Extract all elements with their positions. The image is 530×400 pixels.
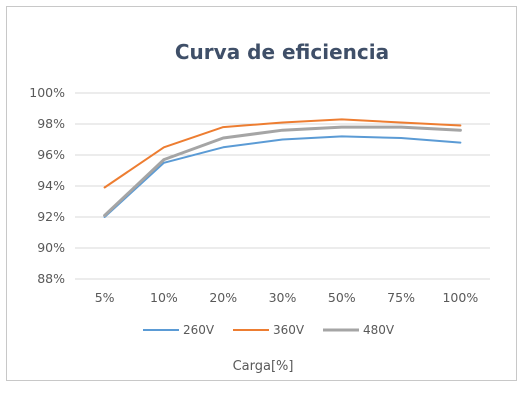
x-tick-label: 20% xyxy=(209,290,237,305)
legend-label-480V: 480V xyxy=(363,323,395,337)
y-tick-label: 92% xyxy=(37,209,65,224)
y-tick-label: 100% xyxy=(29,85,65,100)
y-tick-label: 90% xyxy=(37,240,65,255)
x-axis-ticks: 5% 10% 20% 30% 50% 75% 100% xyxy=(95,290,479,305)
series-line-360V xyxy=(103,118,462,189)
legend-label-360V: 360V xyxy=(273,323,305,337)
chart-title: Curva de eficiencia xyxy=(175,40,389,64)
y-tick-label: 98% xyxy=(37,116,65,131)
y-tick-label: 96% xyxy=(37,147,65,162)
y-axis-ticks: 88% 90% 92% 94% 96% 98% 100% xyxy=(29,85,65,286)
y-tick-label: 94% xyxy=(37,178,65,193)
x-tick-label: 5% xyxy=(95,290,115,305)
legend-label-260V: 260V xyxy=(183,323,215,337)
x-axis-label: Carga[%] xyxy=(233,359,294,374)
x-tick-label: 10% xyxy=(150,290,178,305)
legend: 260V 360V 480V xyxy=(143,323,395,337)
series-lines xyxy=(103,118,462,218)
chart-frame xyxy=(6,6,517,381)
series-line-260V xyxy=(103,135,462,218)
y-tick-label: 88% xyxy=(37,271,65,286)
x-tick-label: 75% xyxy=(387,290,415,305)
x-tick-label: 30% xyxy=(269,290,297,305)
series-line-480V xyxy=(103,125,462,217)
x-tick-label: 100% xyxy=(442,290,478,305)
x-tick-label: 50% xyxy=(328,290,356,305)
